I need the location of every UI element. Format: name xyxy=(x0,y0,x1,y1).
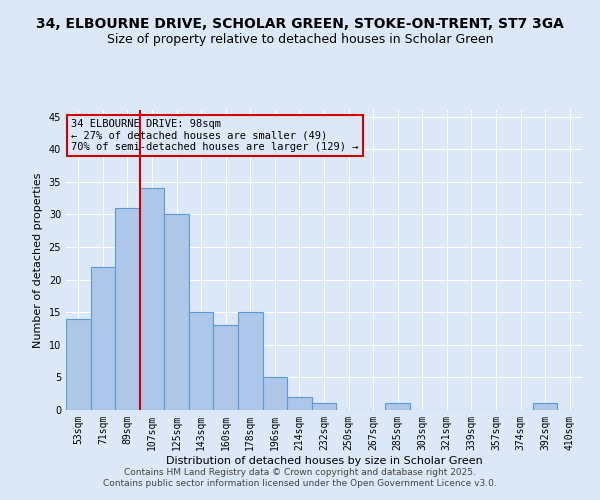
Bar xyxy=(91,266,115,410)
Bar xyxy=(287,397,312,410)
Y-axis label: Number of detached properties: Number of detached properties xyxy=(33,172,43,348)
Bar xyxy=(164,214,189,410)
Bar xyxy=(238,312,263,410)
Bar xyxy=(189,312,214,410)
Bar xyxy=(214,325,238,410)
Bar xyxy=(263,378,287,410)
Text: Size of property relative to detached houses in Scholar Green: Size of property relative to detached ho… xyxy=(107,32,493,46)
X-axis label: Distribution of detached houses by size in Scholar Green: Distribution of detached houses by size … xyxy=(166,456,482,466)
Bar xyxy=(385,404,410,410)
Text: 34, ELBOURNE DRIVE, SCHOLAR GREEN, STOKE-ON-TRENT, ST7 3GA: 34, ELBOURNE DRIVE, SCHOLAR GREEN, STOKE… xyxy=(36,18,564,32)
Bar xyxy=(66,318,91,410)
Text: Contains HM Land Registry data © Crown copyright and database right 2025.
Contai: Contains HM Land Registry data © Crown c… xyxy=(103,468,497,487)
Bar xyxy=(140,188,164,410)
Bar xyxy=(312,404,336,410)
Bar xyxy=(533,404,557,410)
Text: 34 ELBOURNE DRIVE: 98sqm
← 27% of detached houses are smaller (49)
70% of semi-d: 34 ELBOURNE DRIVE: 98sqm ← 27% of detach… xyxy=(71,119,359,152)
Bar xyxy=(115,208,140,410)
